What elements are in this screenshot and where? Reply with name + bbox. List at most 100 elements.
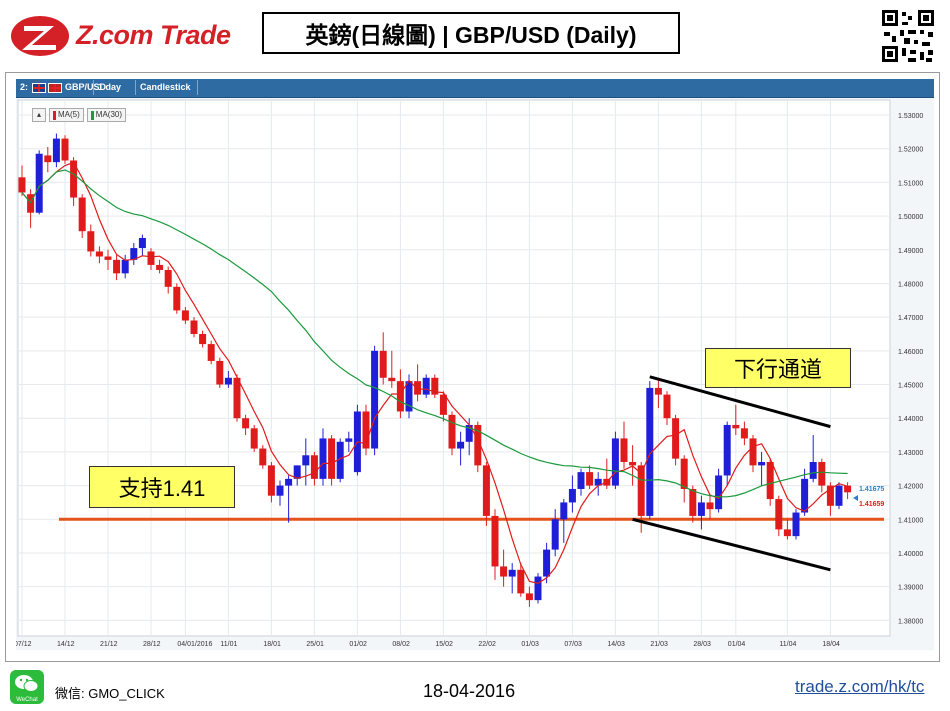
channel-lower-line [632,517,831,572]
candle-up [293,465,301,479]
brand-logo: Z.com Trade [10,14,231,60]
candle-down [190,320,198,334]
y-tick-label: 1.43000 [898,450,923,457]
candle-up [723,424,731,476]
candle-down [740,428,748,439]
candle-up [285,478,293,486]
current-price-red: 1.41659 [859,501,884,508]
x-tick-label: 04/01/2016 [177,641,212,648]
timeframe-selector[interactable]: 1 day [94,80,136,95]
candle-up [422,377,430,395]
x-tick-label: 14/03 [607,641,625,648]
candle-down [620,438,628,463]
candle-up [758,462,766,466]
candle-down [388,377,396,382]
symbol-selector[interactable]: 2: GBP/USD [16,80,106,95]
candle-down [414,381,422,395]
report-date: 18-04-2016 [423,681,516,701]
x-tick-label: 21/12 [100,641,118,648]
candle-down [672,418,680,459]
y-tick-label: 1.48000 [898,281,923,288]
legend-item-ma30[interactable]: MA(30) [86,108,127,122]
chart-index-label: 2: [20,82,29,92]
current-price-blue: 1.41675 [859,486,884,493]
candle-down [629,462,637,466]
x-tick-label: 15/02 [435,641,453,648]
candle-up [138,237,146,249]
candle-down [164,269,172,287]
candle-down [267,465,275,496]
channel-upper-line [649,375,831,429]
candle-down [61,138,69,161]
us-flag-icon [47,82,62,93]
candle-down [156,264,164,270]
chart-frame [5,72,940,662]
uk-flag-icon [31,82,46,93]
y-tick-label: 1.45000 [898,383,923,390]
candle-down [250,428,258,449]
candle-down [78,197,86,232]
candle-up [345,438,353,442]
candle-up [130,248,138,260]
candle-down [439,394,447,415]
page-title: 英鎊(日線圖) | GBP/USD (Daily) [262,12,680,54]
ma30-label: MA(30) [95,110,123,119]
candle-up [508,569,516,577]
wechat-icon: WeChat [10,670,44,704]
candle-down [87,231,95,252]
candle-up [835,485,843,506]
x-tick-label: 28/03 [693,641,711,648]
wechat-bubbles-icon [15,675,39,692]
candle-down [654,387,662,395]
candle-up [371,350,379,449]
candle-up [52,138,60,163]
x-tick-label: 01/02 [349,641,367,648]
candle-down [233,377,241,419]
y-tick-label: 1.42000 [898,484,923,491]
candle-down [826,485,834,506]
x-tick-label: 01/04 [728,641,746,648]
candle-up [336,441,344,479]
candle-up [801,478,809,513]
candle-down [242,418,250,429]
chart-style-selector[interactable]: Candlestick [136,80,198,95]
candle-down [173,286,181,311]
candlestick-chart[interactable]: 1.53000 1.52000 1.51000 1.50000 1.49000 1.480… [16,98,934,650]
website-link[interactable]: trade.z.com/hk/tc [795,677,925,696]
candle-down [517,569,525,594]
candle-down [637,465,645,516]
x-tick-label: 28/12 [143,641,161,648]
y-tick-label: 1.38000 [898,618,923,625]
candle-up [809,462,817,479]
candle-up [568,488,576,503]
candle-down [95,251,103,257]
symbol-label: GBP/USD [65,82,107,92]
y-tick-label: 1.41000 [898,517,923,524]
candle-up [465,424,473,442]
candle-up [543,549,551,577]
candle-up [697,502,705,516]
candle-up [577,472,585,489]
candle-down [474,424,482,466]
legend-collapse-button[interactable]: ▴ [32,108,46,122]
candle-down [525,593,533,601]
y-tick-label: 1.49000 [898,248,923,255]
y-tick-label: 1.46000 [898,349,923,356]
z-logo-icon [11,16,69,56]
x-tick-label: 08/02 [392,641,410,648]
legend-item-ma5[interactable]: MA(5) [49,108,84,122]
candle-down [482,465,490,516]
candle-up [224,377,232,385]
candle-down [680,458,688,489]
candle-down [663,394,671,419]
y-tick-label: 1.53000 [898,113,923,120]
candle-up [121,259,129,274]
candle-down [181,310,189,321]
candle-up [715,475,723,510]
ma30-swatch [90,110,94,120]
ma5-swatch [53,110,56,120]
x-tick-label: 07/12 [16,641,32,648]
ma-line-5 [21,161,848,584]
candle-up [35,153,43,213]
candle-down [216,360,224,385]
